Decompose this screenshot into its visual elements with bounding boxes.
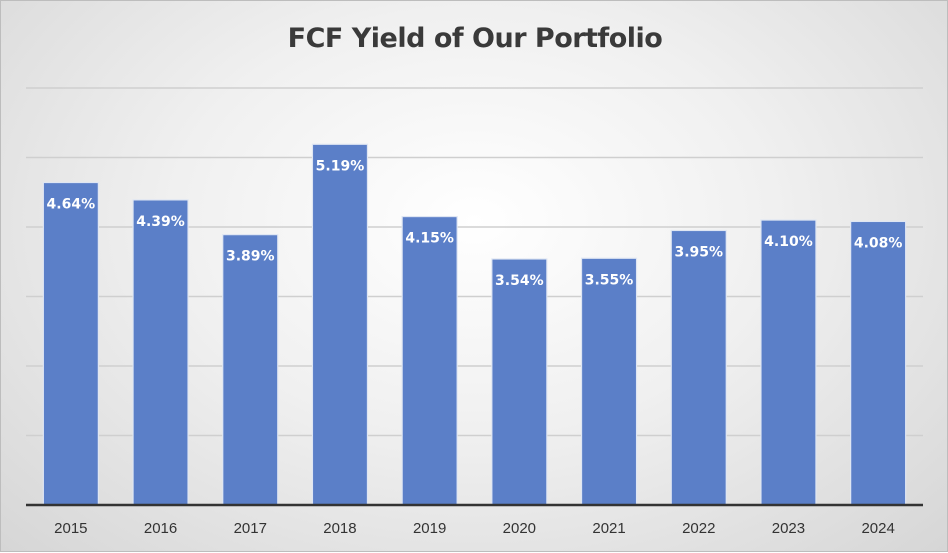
bar [222, 234, 279, 506]
bar [132, 199, 189, 506]
bar [491, 258, 548, 506]
data-label: 3.95% [674, 244, 723, 260]
x-tick-label: 2018 [323, 520, 356, 537]
bar [850, 220, 907, 506]
x-tick-label: 2022 [682, 520, 715, 537]
data-label: 4.15% [405, 231, 454, 247]
data-label: 3.89% [226, 249, 275, 265]
data-label: 5.19% [316, 158, 365, 174]
bar [670, 229, 727, 506]
x-tick-label: 2023 [772, 520, 805, 537]
data-label: 4.08% [854, 235, 903, 251]
chart-title: FCF Yield of Our Portfolio [287, 23, 663, 54]
x-tick-label: 2021 [592, 520, 625, 537]
data-label: 3.54% [495, 273, 544, 289]
data-label: 4.39% [136, 214, 185, 230]
data-label: 4.64% [47, 197, 96, 213]
bar [42, 181, 99, 506]
bar [580, 257, 638, 506]
x-tick-label: 2020 [503, 520, 536, 537]
x-tick-label: 2017 [234, 520, 267, 537]
x-tick-label: 2015 [54, 520, 87, 537]
data-label: 4.10% [764, 234, 813, 250]
bar [311, 143, 369, 506]
bar [760, 219, 817, 506]
x-tick-label: 2024 [861, 520, 894, 537]
bar [401, 215, 458, 506]
x-tick-label: 2019 [413, 520, 446, 537]
data-label: 3.55% [585, 272, 634, 288]
x-tick-label: 2016 [144, 520, 177, 537]
